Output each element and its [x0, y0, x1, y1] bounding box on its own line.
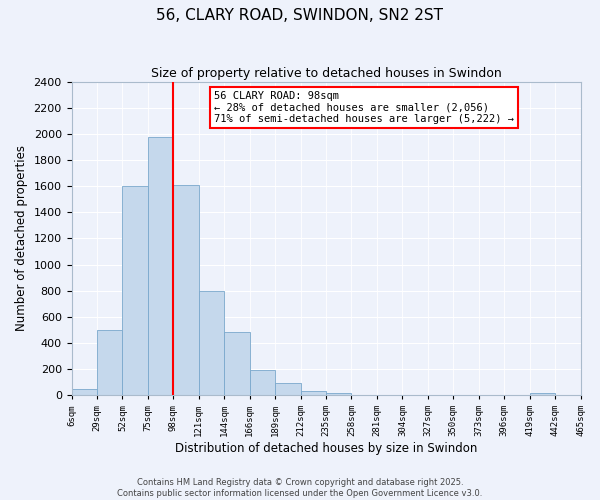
- X-axis label: Distribution of detached houses by size in Swindon: Distribution of detached houses by size …: [175, 442, 477, 455]
- Text: 56 CLARY ROAD: 98sqm
← 28% of detached houses are smaller (2,056)
71% of semi-de: 56 CLARY ROAD: 98sqm ← 28% of detached h…: [214, 91, 514, 124]
- Bar: [224, 332, 250, 395]
- Text: Contains HM Land Registry data © Crown copyright and database right 2025.
Contai: Contains HM Land Registry data © Crown c…: [118, 478, 482, 498]
- Bar: [199, 290, 224, 395]
- Bar: [71, 388, 97, 395]
- Bar: [301, 390, 326, 395]
- Bar: [97, 330, 122, 395]
- Bar: [326, 393, 352, 395]
- Bar: [148, 136, 173, 395]
- Bar: [122, 186, 148, 395]
- Text: 56, CLARY ROAD, SWINDON, SN2 2ST: 56, CLARY ROAD, SWINDON, SN2 2ST: [157, 8, 443, 22]
- Title: Size of property relative to detached houses in Swindon: Size of property relative to detached ho…: [151, 68, 502, 80]
- Bar: [173, 185, 199, 395]
- Bar: [250, 370, 275, 395]
- Bar: [275, 384, 301, 395]
- Y-axis label: Number of detached properties: Number of detached properties: [15, 146, 28, 332]
- Bar: [530, 392, 555, 395]
